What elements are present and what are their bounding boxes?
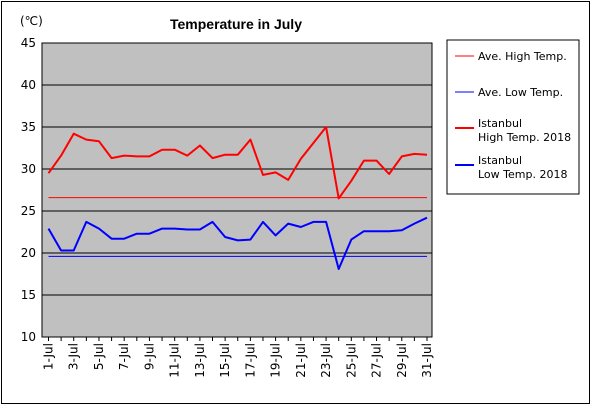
x-tick-label: 7-Jul [117, 343, 131, 370]
legend-label: Istanbul Low Temp. 2018 [478, 154, 567, 181]
y-tick-label: 25 [21, 204, 36, 218]
x-tick-label: 17-Jul [243, 343, 257, 378]
series-line-2 [47, 126, 428, 200]
x-tick-label: 9-Jul [142, 343, 156, 370]
y-tick-label: 40 [21, 78, 36, 92]
gridlines [42, 84, 432, 296]
y-tick-label: 30 [21, 162, 36, 176]
x-tick-label: 13-Jul [193, 343, 207, 378]
x-tick-label: 5-Jul [92, 343, 106, 370]
legend-label: Istanbul High Temp. 2018 [478, 117, 571, 144]
x-tick-label: 21-Jul [294, 343, 308, 378]
series-lines [47, 126, 428, 270]
legend-label: Ave. Low Temp. [478, 86, 563, 99]
x-tick-label: 11-Jul [168, 343, 182, 378]
x-tick-label: 25-Jul [344, 343, 358, 378]
x-tick-label: 27-Jul [370, 343, 384, 378]
y-unit-label: (℃) [20, 14, 43, 28]
x-tick-label: 15-Jul [218, 343, 232, 378]
legend-label: Ave. High Temp. [478, 50, 567, 63]
y-tick-label: 35 [21, 120, 36, 134]
x-tick-label: 1-Jul [42, 343, 56, 370]
x-axis-ticks: 1-Jul 3-Jul 5-Jul 7-Jul 9-Jul 11-Jul 13-Jul 15-… [42, 337, 434, 378]
y-tick-label: 10 [21, 330, 36, 344]
y-tick-label: 15 [21, 288, 36, 302]
x-tick-label: 19-Jul [269, 343, 283, 378]
legend: Ave. High Temp. Ave. Low Temp. Istanbul Hig… [455, 50, 571, 181]
y-tick-label: 45 [21, 36, 36, 50]
series-line-3 [47, 216, 428, 270]
plot-area [41, 42, 433, 338]
y-tick-label: 20 [21, 246, 36, 260]
y-axis-ticks: 10 15 20 25 30 35 40 45 [21, 36, 36, 344]
x-tick-label: 23-Jul [319, 343, 333, 378]
x-tick-label: 31-Jul [420, 343, 434, 378]
x-tick-label: 3-Jul [67, 343, 81, 370]
legend-box [446, 39, 580, 195]
chart-title: Temperature in July [170, 16, 302, 32]
x-tick-label: 29-Jul [395, 343, 409, 378]
